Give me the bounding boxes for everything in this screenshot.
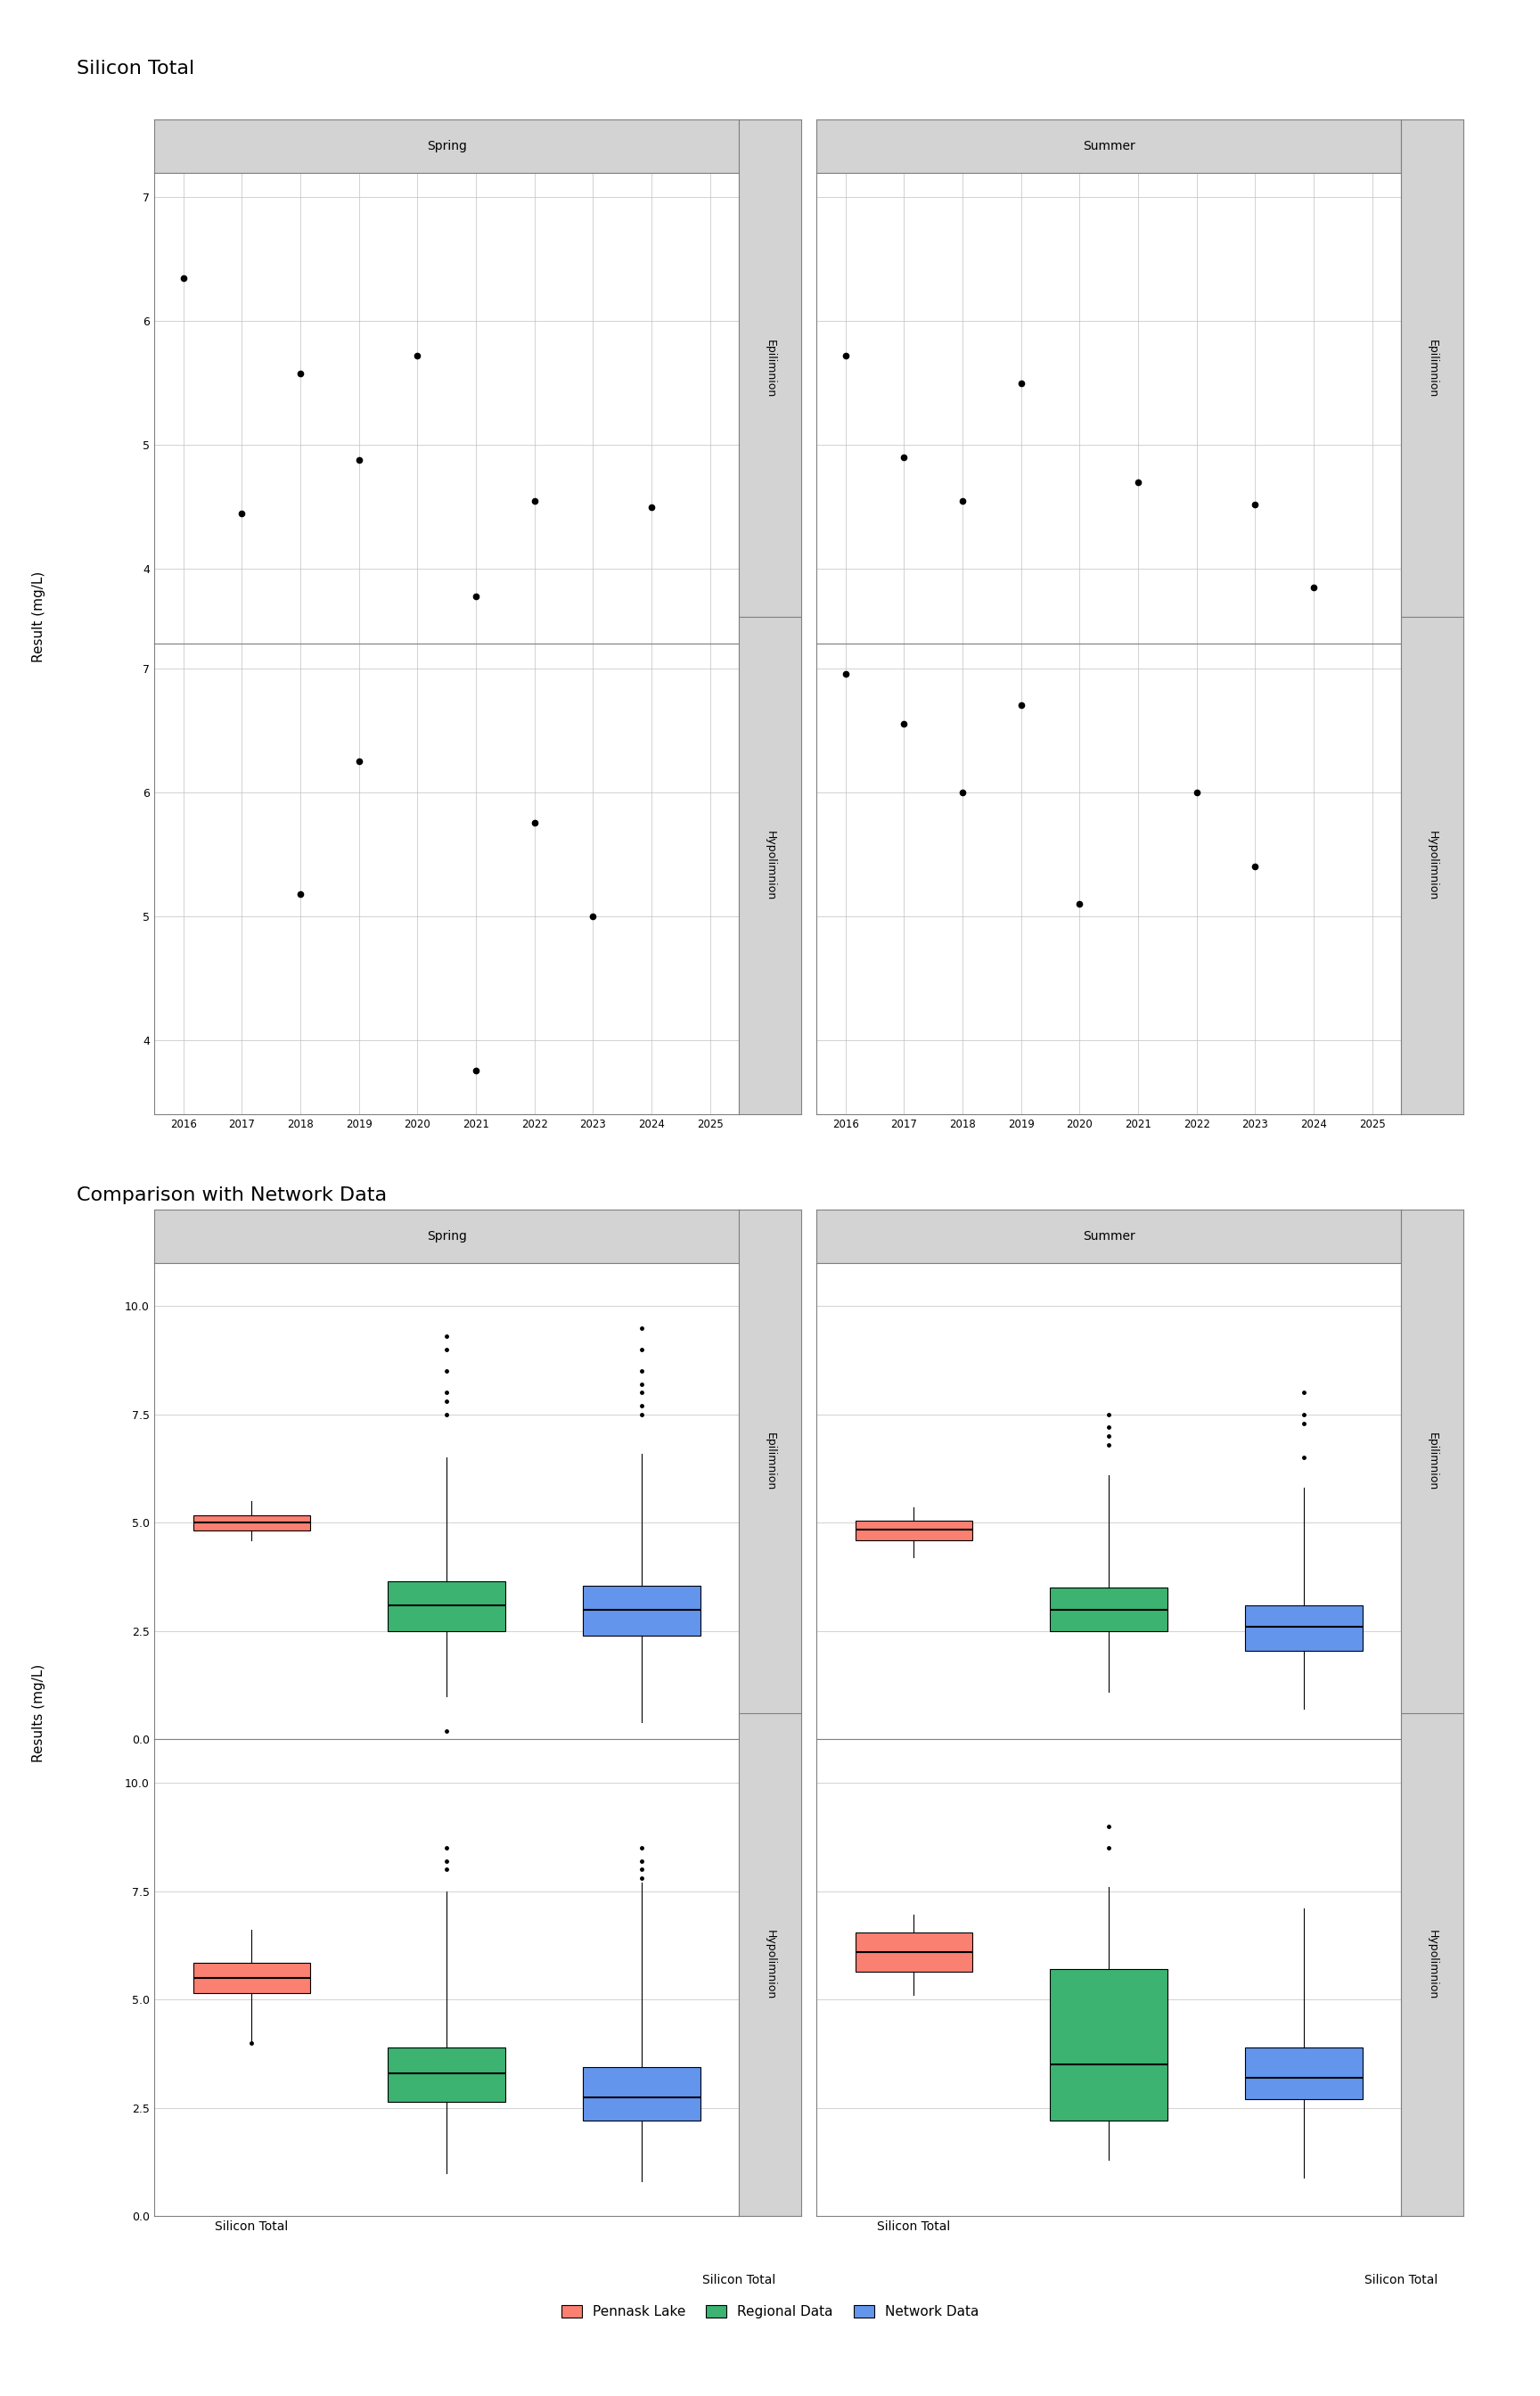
Text: Hypolimnion: Hypolimnion [764, 1929, 776, 2001]
PathPatch shape [192, 1514, 310, 1531]
Text: Epilimnion: Epilimnion [1426, 340, 1438, 398]
Text: Results (mg/L): Results (mg/L) [32, 1663, 45, 1763]
Legend: Pennask Lake, Regional Data, Network Data: Pennask Lake, Regional Data, Network Dat… [556, 2300, 984, 2324]
Text: Silicon Total: Silicon Total [702, 2274, 776, 2286]
PathPatch shape [855, 1521, 972, 1541]
PathPatch shape [1246, 2046, 1363, 2099]
PathPatch shape [388, 1581, 505, 1632]
Text: Summer: Summer [1083, 139, 1135, 153]
PathPatch shape [855, 1934, 972, 1972]
PathPatch shape [1050, 1970, 1167, 2120]
Text: Hypolimnion: Hypolimnion [1426, 831, 1438, 901]
PathPatch shape [1050, 1589, 1167, 1632]
Text: Result (mg/L): Result (mg/L) [32, 570, 45, 664]
Text: Summer: Summer [1083, 1229, 1135, 1244]
Text: Epilimnion: Epilimnion [764, 340, 776, 398]
PathPatch shape [192, 1962, 310, 1993]
PathPatch shape [584, 2068, 701, 2120]
Text: Comparison with Network Data: Comparison with Network Data [77, 1186, 387, 1203]
Text: Hypolimnion: Hypolimnion [764, 831, 776, 901]
PathPatch shape [388, 2046, 505, 2101]
PathPatch shape [584, 1586, 701, 1636]
Text: Epilimnion: Epilimnion [1426, 1433, 1438, 1490]
Text: Silicon Total: Silicon Total [1364, 2274, 1438, 2286]
PathPatch shape [1246, 1605, 1363, 1651]
Text: Silicon Total: Silicon Total [77, 60, 196, 77]
Text: Epilimnion: Epilimnion [764, 1433, 776, 1490]
Text: Spring: Spring [427, 139, 467, 153]
Text: Hypolimnion: Hypolimnion [1426, 1929, 1438, 2001]
Text: Spring: Spring [427, 1229, 467, 1244]
